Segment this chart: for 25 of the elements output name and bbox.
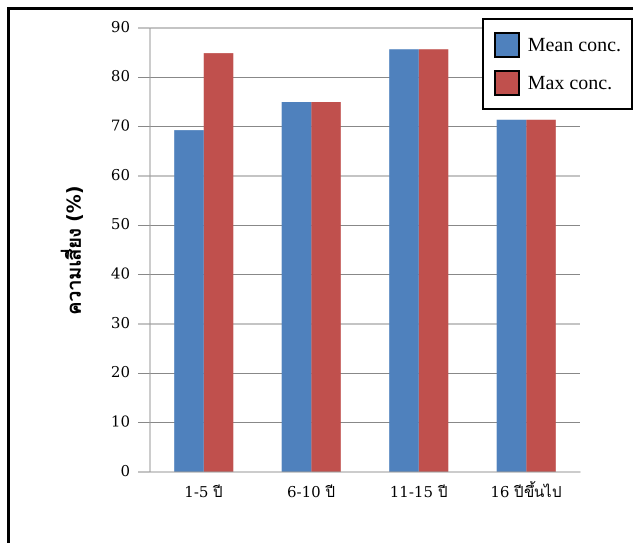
bar <box>311 102 341 472</box>
y-tick-label: 70 <box>110 116 130 135</box>
y-axis-title: ความเสี่ยง (%) <box>60 185 86 315</box>
x-tick-label: 11-15 ปี <box>390 482 448 501</box>
y-tick-label: 10 <box>110 412 130 431</box>
y-tick-label: 50 <box>110 215 130 234</box>
y-tick-label: 30 <box>110 314 130 332</box>
bar <box>418 49 448 472</box>
y-tick-label: 0 <box>120 462 130 480</box>
bar <box>496 120 526 472</box>
y-tick-label: 60 <box>110 166 130 184</box>
bar <box>389 49 419 472</box>
x-tick-label: 1-5 ปี <box>184 482 224 501</box>
y-tick-label: 80 <box>110 67 130 86</box>
x-tick-label: 16 ปีขึ้นไป <box>490 480 562 501</box>
bar <box>204 53 234 472</box>
y-tick-label: 40 <box>110 264 130 283</box>
bar <box>526 120 556 472</box>
bar <box>174 130 204 472</box>
bar <box>282 102 312 472</box>
y-tick-label: 20 <box>110 363 130 382</box>
x-tick-label: 6-10 ปี <box>287 482 336 501</box>
y-tick-label: 90 <box>110 18 130 36</box>
legend-label: Mean conc. <box>526 32 621 58</box>
legend-label: Max conc. <box>526 70 614 96</box>
